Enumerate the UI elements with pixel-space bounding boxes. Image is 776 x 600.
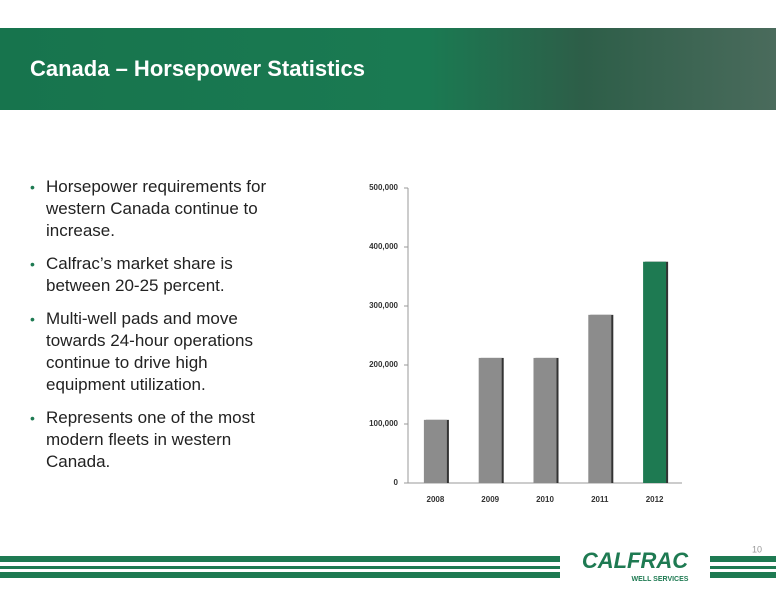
y-tick-label: 400,000 xyxy=(369,242,398,251)
footer-stripe xyxy=(0,556,776,562)
bar xyxy=(533,357,557,483)
chart: 0 100,000 200,000 300,000 400,000 500,000 2008… xyxy=(369,183,682,504)
x-tick-label: 2010 xyxy=(536,495,554,504)
footer-stripe xyxy=(0,566,776,569)
logo-background xyxy=(560,548,710,584)
bullet-list: Horsepower requirements for western Cana… xyxy=(28,176,290,484)
x-tick-label: 2011 xyxy=(591,495,609,504)
page-number: 10 xyxy=(752,544,762,554)
bullet: Multi-well pads and move towards 24-hour… xyxy=(28,308,290,396)
bullet: Calfrac’s market share is between 20-25 … xyxy=(28,253,290,297)
bar xyxy=(643,261,667,483)
bullet: Horsepower requirements for western Cana… xyxy=(28,176,290,242)
y-tick-label: 300,000 xyxy=(369,301,398,310)
x-tick-label: 2012 xyxy=(646,495,664,504)
logo: CALFRAC xyxy=(582,548,689,573)
x-tick-label: 2008 xyxy=(427,495,445,504)
bullet: Represents one of the most modern fleets… xyxy=(28,407,290,473)
y-tick-label: 500,000 xyxy=(369,183,398,192)
bar xyxy=(423,419,447,483)
y-tick-label: 0 xyxy=(394,478,399,487)
logo-subtitle: WELL SERVICES xyxy=(632,576,689,583)
y-tick-label: 200,000 xyxy=(369,360,398,369)
y-tick-label: 100,000 xyxy=(369,419,398,428)
bar xyxy=(588,314,612,483)
x-tick-label: 2009 xyxy=(481,495,499,504)
bar xyxy=(478,357,502,483)
slide-title: Canada – Horsepower Statistics xyxy=(30,56,365,81)
footer-stripe xyxy=(0,572,776,578)
header-band xyxy=(0,28,776,110)
